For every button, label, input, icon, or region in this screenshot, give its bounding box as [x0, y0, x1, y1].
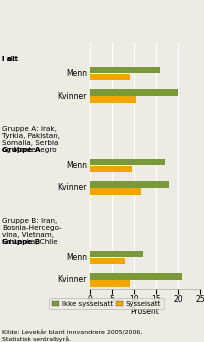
Text: Gruppe A: Gruppe A — [2, 147, 40, 153]
Text: Kvinner: Kvinner — [58, 92, 87, 101]
Bar — [90, 273, 181, 280]
Text: Kvinner: Kvinner — [58, 184, 87, 193]
X-axis label: Prosent: Prosent — [130, 307, 159, 316]
Bar — [90, 74, 129, 80]
Text: Kvinner: Kvinner — [58, 275, 87, 285]
Bar — [90, 67, 160, 73]
Bar — [90, 181, 168, 188]
Text: Gruppe A: Irak,
Tyrkia, Pakistan,
Somalia, Serbia
og Montenegro: Gruppe A: Irak, Tyrkia, Pakistan, Somali… — [2, 126, 60, 153]
Legend: Ikke sysselsatt, Sysselsatt: Ikke sysselsatt, Sysselsatt — [49, 298, 163, 310]
Text: Menn: Menn — [66, 161, 87, 170]
Text: Kilde: Levekår blant innvandrere 2005/2006,
Statistisk sentralbyrå.: Kilde: Levekår blant innvandrere 2005/20… — [2, 330, 142, 342]
Text: Gruppe B: Iran,
Bosnia-Hercego-
vina, Vietnam,
Sri Lanka, Chile: Gruppe B: Iran, Bosnia-Hercego- vina, Vi… — [2, 218, 61, 245]
Bar — [90, 251, 142, 257]
Text: I alt: I alt — [2, 56, 16, 62]
Bar — [90, 280, 129, 287]
Text: I alt: I alt — [2, 56, 18, 62]
Text: Menn: Menn — [66, 69, 87, 78]
Bar — [90, 258, 125, 264]
Bar — [90, 159, 164, 165]
Bar — [90, 166, 131, 172]
Bar — [90, 96, 136, 103]
Text: Gruppe B: Gruppe B — [2, 239, 40, 245]
Bar — [90, 188, 140, 195]
Text: Menn: Menn — [66, 253, 87, 262]
Bar — [90, 89, 177, 96]
